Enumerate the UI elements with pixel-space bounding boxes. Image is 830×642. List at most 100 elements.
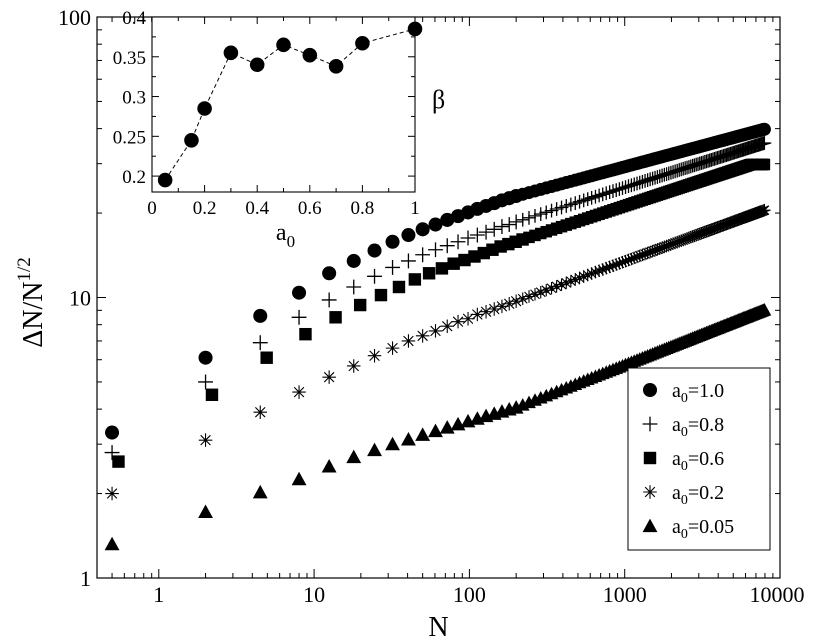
data-point — [664, 238, 678, 251]
data-point — [367, 442, 382, 457]
data-point — [757, 122, 771, 136]
data-point — [550, 280, 563, 293]
data-point — [619, 254, 632, 268]
legend-label: a0=1.0 — [672, 380, 724, 406]
data-point — [401, 431, 416, 446]
inset-data-point — [197, 101, 212, 116]
data-point — [528, 209, 542, 223]
data-point — [758, 158, 771, 171]
data-point — [662, 239, 676, 252]
data-point — [577, 270, 590, 283]
inset-x-tick-label: 0.6 — [298, 198, 322, 219]
data-point — [670, 235, 684, 249]
data-point — [408, 273, 422, 286]
series-tail — [515, 136, 772, 227]
data-point — [695, 227, 708, 240]
data-point — [621, 179, 636, 194]
data-point — [367, 243, 382, 258]
inset-x-tick-label: 0.2 — [193, 198, 217, 219]
series-2 — [104, 136, 772, 460]
series-1 — [105, 122, 771, 440]
legend-marker — [642, 382, 658, 398]
legend-entry: a0=0.6 — [643, 448, 724, 474]
legend-label-sub: 0 — [681, 459, 688, 474]
data-point — [666, 237, 680, 250]
data-point — [599, 261, 613, 275]
data-point — [636, 248, 649, 262]
data-point — [533, 207, 548, 221]
legend-label-value: =0.8 — [688, 414, 724, 436]
x-tick-label: 1000 — [603, 582, 647, 607]
data-point — [534, 285, 547, 299]
data-point — [494, 219, 510, 234]
data-point — [706, 222, 720, 236]
legend-marker — [642, 518, 658, 533]
data-point — [460, 230, 476, 246]
data-point — [609, 258, 623, 271]
data-point — [684, 230, 698, 244]
data-point — [253, 405, 267, 419]
data-point — [508, 214, 524, 230]
data-point — [415, 329, 430, 343]
data-point — [700, 225, 713, 238]
data-point — [711, 221, 724, 234]
inset-data-point — [407, 21, 423, 37]
data-point — [495, 299, 509, 314]
data-point — [686, 230, 699, 243]
legend-label: a0=0.05 — [672, 516, 734, 542]
legend-marker — [643, 485, 657, 499]
data-point — [668, 236, 682, 250]
legend-label-sub: 0 — [681, 493, 688, 508]
data-point — [346, 253, 361, 268]
data-point — [415, 427, 431, 441]
inset-data-point — [157, 172, 173, 188]
data-point — [622, 253, 635, 267]
data-point — [672, 235, 686, 248]
series-4 — [105, 203, 771, 501]
data-point — [104, 445, 120, 460]
inset-data-point — [249, 57, 265, 73]
data-point — [292, 385, 306, 399]
data-point — [322, 266, 337, 281]
data-point — [346, 359, 361, 373]
data-point — [584, 191, 599, 205]
data-point — [367, 268, 382, 284]
data-point — [321, 292, 337, 308]
legend-marker — [642, 416, 658, 432]
data-point — [415, 222, 430, 237]
legend-label-base: a — [672, 516, 681, 538]
series-tail — [515, 302, 772, 411]
data-point — [606, 259, 620, 272]
data-point — [688, 229, 701, 243]
data-point — [581, 268, 594, 282]
data-point — [291, 309, 307, 325]
data-point — [630, 176, 644, 191]
inset-x-tick-label: 0.8 — [351, 198, 375, 219]
data-point — [451, 314, 465, 329]
data-point — [385, 260, 400, 275]
data-point — [440, 319, 454, 333]
inset-x-tick-label: 1 — [410, 198, 420, 219]
data-point — [609, 183, 624, 197]
inset-x-axis-label: a0 — [276, 220, 295, 251]
series-tail — [523, 158, 771, 244]
data-point — [625, 252, 638, 266]
legend-label-value: =0.05 — [688, 516, 734, 538]
data-point — [682, 231, 696, 245]
data-point — [701, 224, 715, 238]
data-point — [487, 302, 501, 316]
data-point — [658, 240, 671, 254]
series-tail — [516, 122, 771, 201]
data-point — [691, 228, 705, 241]
inset-x-tick-label: 0.4 — [245, 198, 269, 219]
data-point — [606, 184, 620, 198]
data-point — [367, 348, 382, 363]
data-point — [709, 221, 723, 235]
inset-y-tick-label: 0.3 — [122, 88, 146, 109]
series-3 — [112, 158, 771, 468]
data-point — [585, 267, 598, 280]
data-point — [105, 425, 120, 440]
data-point — [353, 298, 367, 312]
data-point — [613, 257, 626, 270]
